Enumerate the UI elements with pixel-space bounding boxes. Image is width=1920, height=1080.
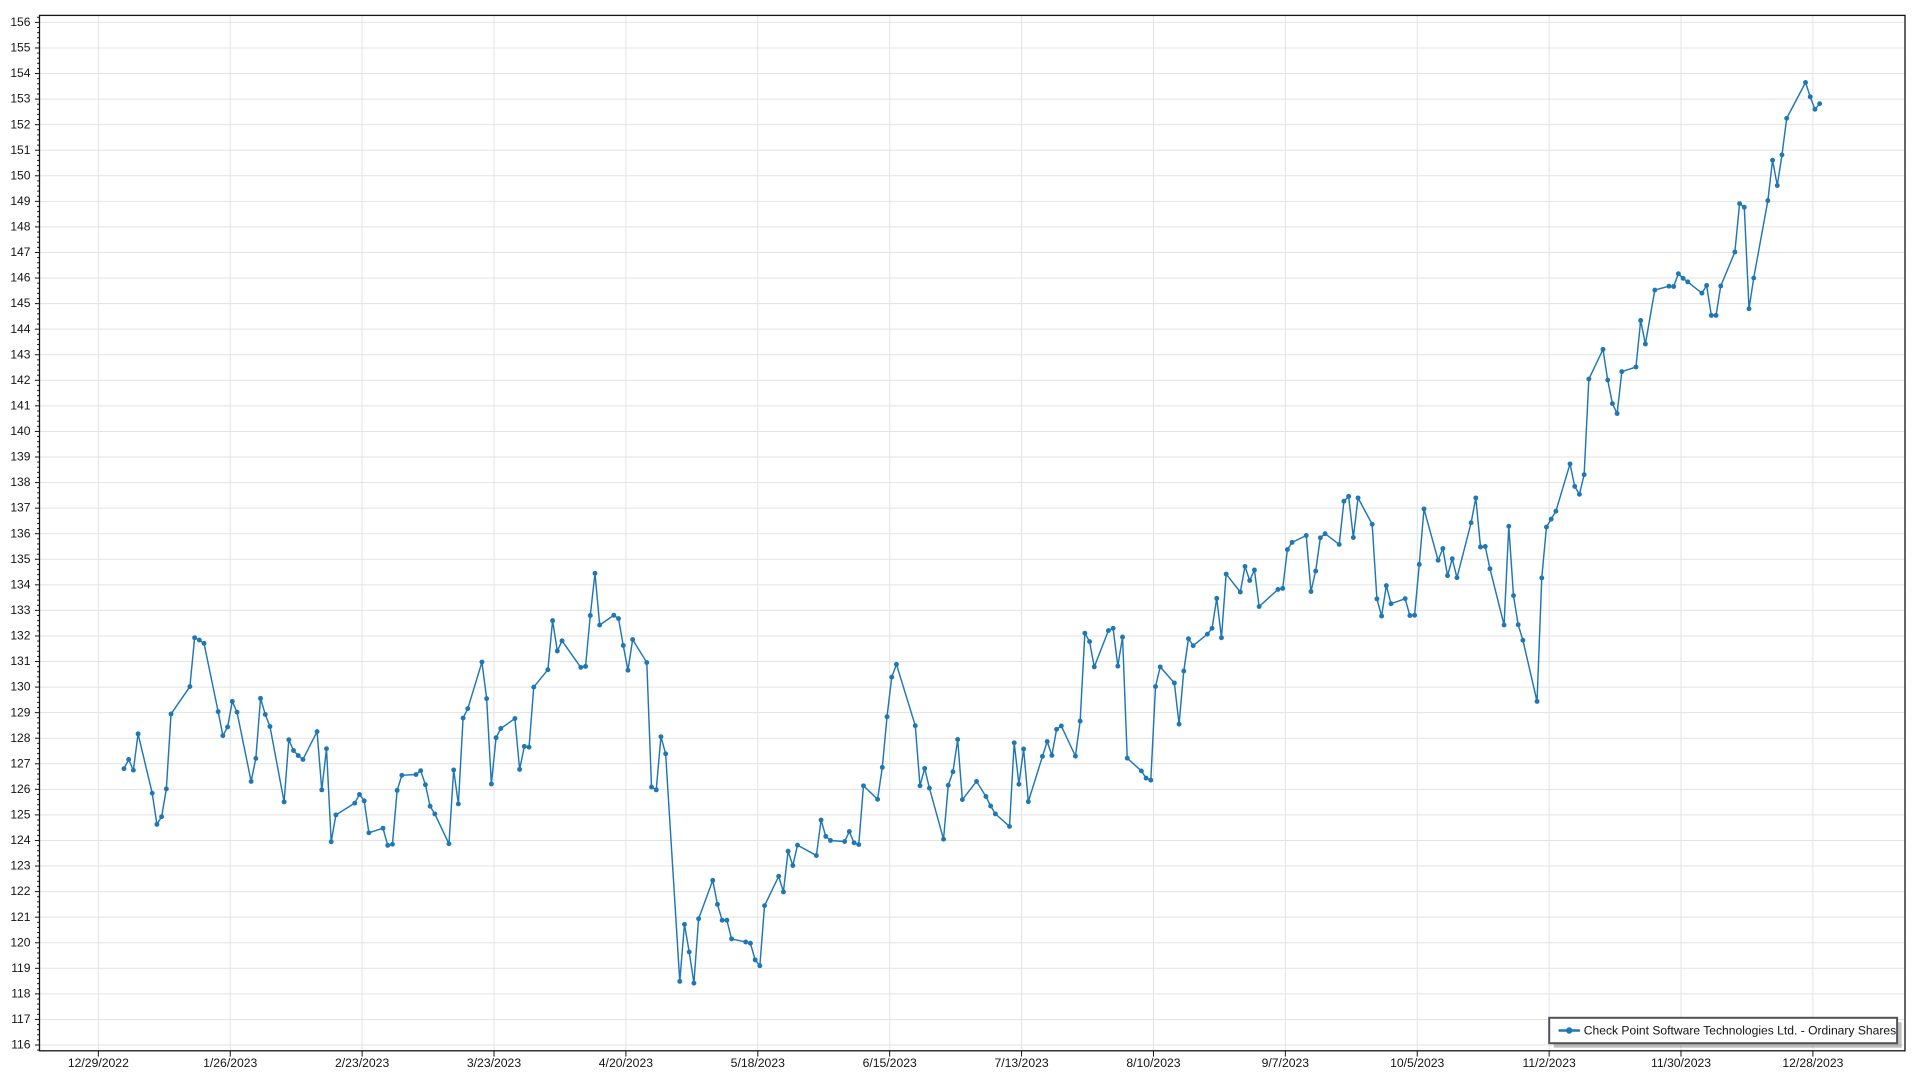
svg-text:137: 137 xyxy=(10,501,30,515)
svg-text:133: 133 xyxy=(10,603,30,617)
svg-text:12/29/2022: 12/29/2022 xyxy=(68,1056,129,1070)
svg-text:141: 141 xyxy=(10,399,30,413)
svg-text:136: 136 xyxy=(10,526,30,540)
svg-text:121: 121 xyxy=(10,910,30,924)
svg-text:6/15/2023: 6/15/2023 xyxy=(863,1056,917,1070)
svg-text:9/7/2023: 9/7/2023 xyxy=(1262,1056,1310,1070)
svg-text:153: 153 xyxy=(10,92,30,106)
svg-text:117: 117 xyxy=(11,1012,31,1026)
svg-text:2/23/2023: 2/23/2023 xyxy=(335,1056,389,1070)
svg-text:148: 148 xyxy=(10,220,30,234)
svg-text:152: 152 xyxy=(10,117,30,131)
svg-text:150: 150 xyxy=(10,168,30,182)
svg-text:5/18/2023: 5/18/2023 xyxy=(731,1056,785,1070)
svg-text:139: 139 xyxy=(10,450,30,464)
svg-text:134: 134 xyxy=(10,577,30,591)
svg-text:154: 154 xyxy=(10,66,30,80)
svg-text:132: 132 xyxy=(10,629,30,643)
svg-text:125: 125 xyxy=(10,808,30,822)
svg-text:135: 135 xyxy=(10,552,30,566)
svg-text:Check Point Software Technolog: Check Point Software Technologies Ltd. -… xyxy=(1584,1023,1896,1037)
svg-text:7/13/2023: 7/13/2023 xyxy=(994,1056,1048,1070)
svg-text:10/5/2023: 10/5/2023 xyxy=(1390,1056,1444,1070)
svg-text:138: 138 xyxy=(10,475,30,489)
svg-text:130: 130 xyxy=(10,680,30,694)
svg-text:3/23/2023: 3/23/2023 xyxy=(467,1056,521,1070)
svg-text:131: 131 xyxy=(10,654,30,668)
svg-text:4/20/2023: 4/20/2023 xyxy=(599,1056,653,1070)
svg-text:8/10/2023: 8/10/2023 xyxy=(1126,1056,1180,1070)
svg-text:149: 149 xyxy=(10,194,30,208)
svg-text:129: 129 xyxy=(10,705,30,719)
svg-text:142: 142 xyxy=(10,373,30,387)
svg-text:140: 140 xyxy=(10,424,30,438)
svg-text:120: 120 xyxy=(10,935,30,949)
svg-text:155: 155 xyxy=(10,41,30,55)
svg-text:145: 145 xyxy=(10,296,30,310)
svg-text:119: 119 xyxy=(11,961,31,975)
svg-text:146: 146 xyxy=(10,271,30,285)
svg-text:144: 144 xyxy=(10,322,30,336)
svg-text:122: 122 xyxy=(10,884,30,898)
svg-text:11/30/2023: 11/30/2023 xyxy=(1651,1056,1711,1070)
svg-text:118: 118 xyxy=(11,987,31,1001)
svg-text:128: 128 xyxy=(10,731,30,745)
svg-text:123: 123 xyxy=(10,859,30,873)
svg-text:124: 124 xyxy=(10,833,30,847)
svg-text:1/26/2023: 1/26/2023 xyxy=(203,1056,257,1070)
svg-text:126: 126 xyxy=(10,782,30,796)
svg-text:147: 147 xyxy=(10,245,30,259)
svg-text:156: 156 xyxy=(10,15,30,29)
svg-text:12/28/2023: 12/28/2023 xyxy=(1782,1056,1843,1070)
svg-text:11/2/2023: 11/2/2023 xyxy=(1522,1056,1576,1070)
svg-text:143: 143 xyxy=(10,347,30,361)
svg-text:151: 151 xyxy=(10,143,30,157)
svg-text:116: 116 xyxy=(11,1038,31,1052)
svg-text:127: 127 xyxy=(10,756,30,770)
